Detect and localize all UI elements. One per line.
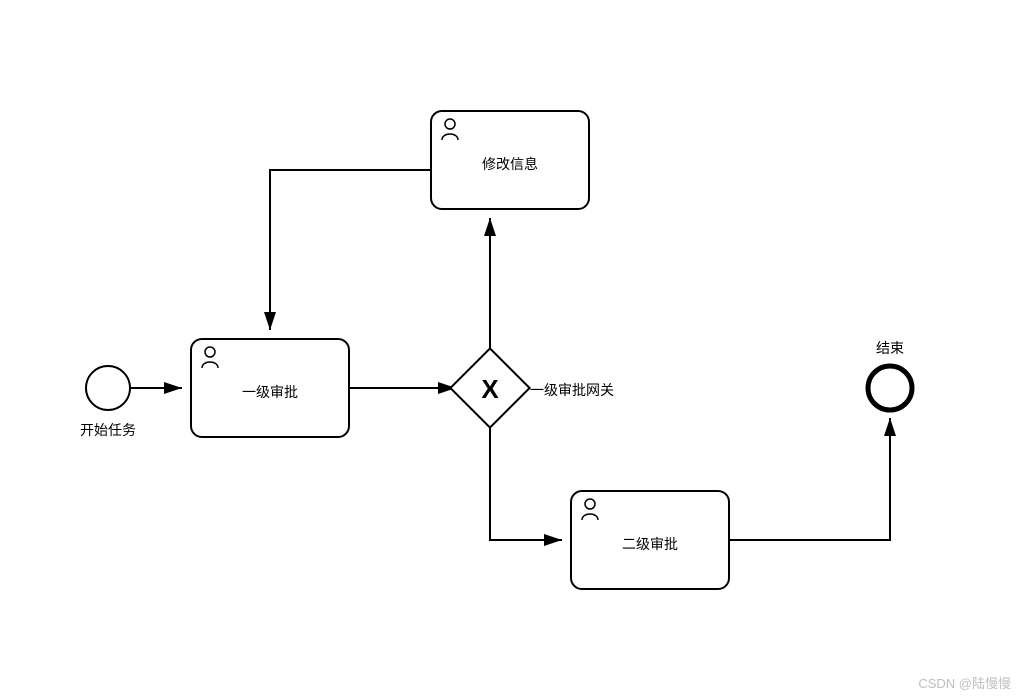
bpmn-diagram: X 开始任务 结束 一级审批网关 一级审批 修改信息 二级审批 CSDN @陆慢…: [0, 0, 1023, 700]
diagram-svg: X: [0, 0, 1023, 700]
start-event-label: 开始任务: [80, 420, 136, 440]
task-level1-label: 一级审批: [192, 382, 348, 402]
edge-task2-end: [730, 418, 890, 540]
end-event: [868, 366, 912, 410]
task-modify-info: 修改信息: [430, 110, 590, 210]
watermark: CSDN @陆慢慢: [918, 673, 1011, 692]
gateway-label: 一级审批网关: [530, 380, 614, 400]
user-icon: [580, 498, 600, 520]
user-icon: [440, 118, 460, 140]
edge-gateway-task2: [490, 416, 562, 540]
task-level2-approval: 二级审批: [570, 490, 730, 590]
task-level1-approval: 一级审批: [190, 338, 350, 438]
exclusive-gateway: X: [450, 348, 529, 427]
svg-text:X: X: [481, 374, 499, 404]
edge-modify-task1: [270, 170, 430, 330]
task-modify-label: 修改信息: [432, 154, 588, 174]
user-icon: [200, 346, 220, 368]
start-event: [86, 366, 130, 410]
task-level2-label: 二级审批: [572, 534, 728, 554]
end-event-label: 结束: [876, 338, 904, 358]
